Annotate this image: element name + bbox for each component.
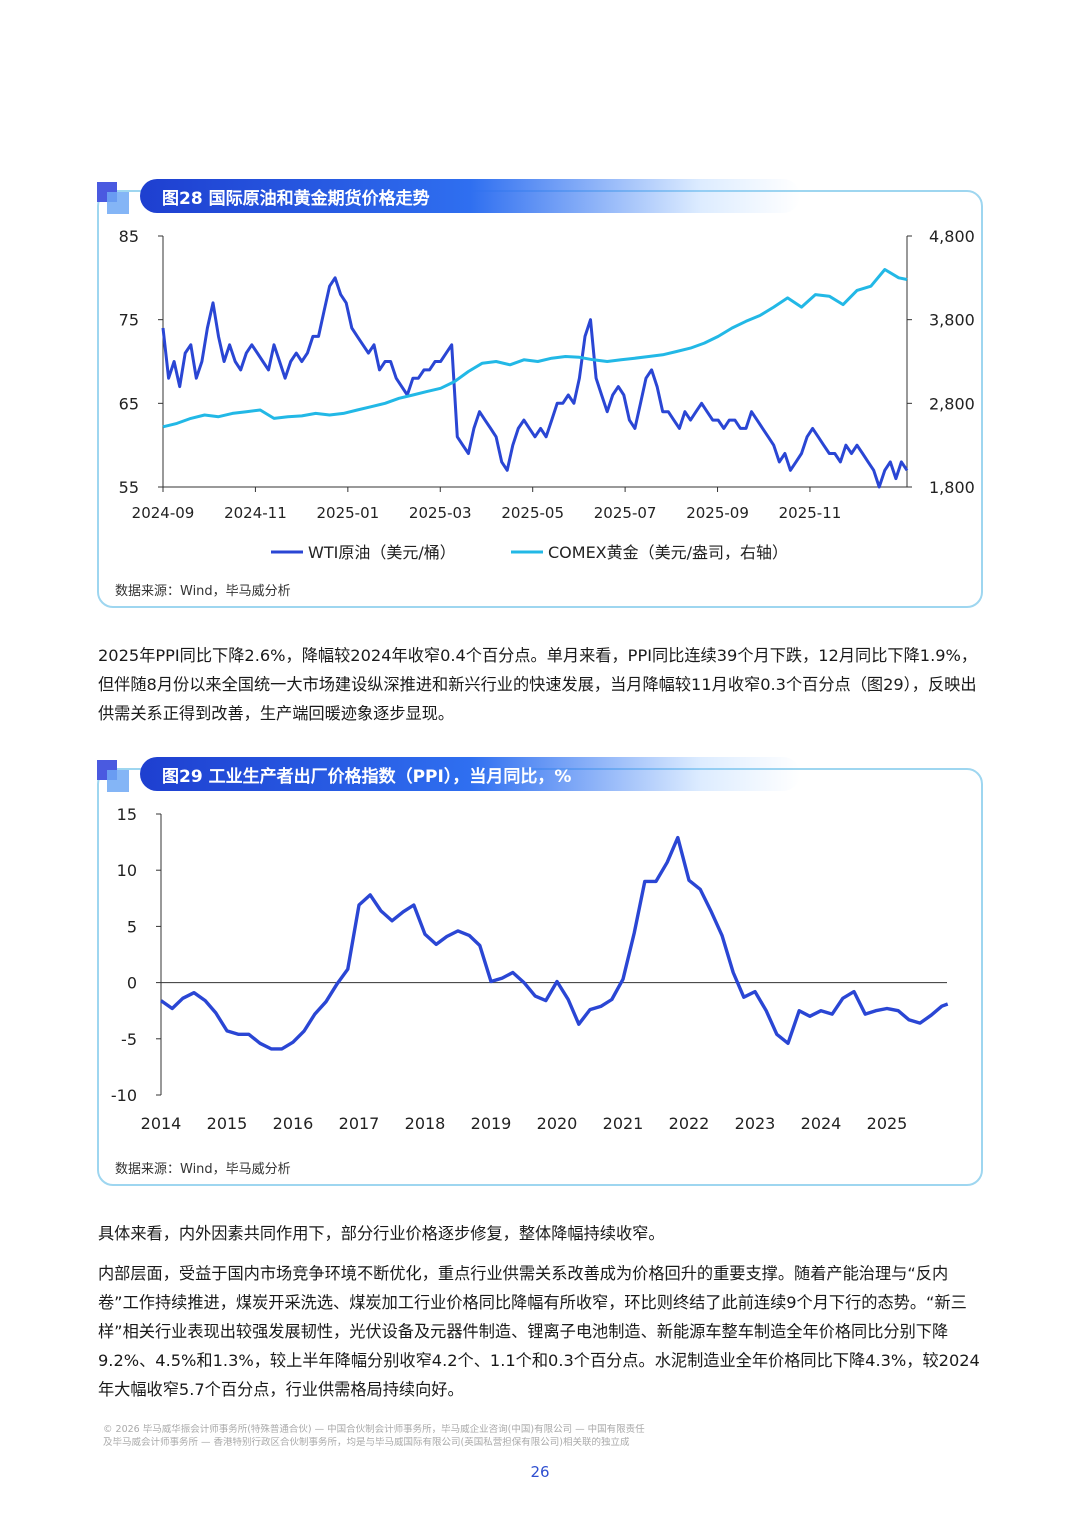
x-tick-label: 2025-05 bbox=[501, 504, 564, 522]
left-tick-label: 55 bbox=[119, 478, 139, 497]
x-tick-label: 2025-11 bbox=[779, 504, 842, 522]
left-tick-label: 65 bbox=[119, 394, 139, 413]
figure-28-decor-icon bbox=[97, 182, 129, 214]
left-tick-label: 75 bbox=[119, 311, 139, 330]
x-tick-label: 2019 bbox=[471, 1114, 512, 1133]
footer-disclaimer-line-2: 及毕马威会计师事务所 — 香港特别行政区合伙制事务所，均是与毕马威国际有限公司(… bbox=[103, 1437, 630, 1448]
ppi-line bbox=[160, 835, 949, 1051]
figure-28-box: 85 75 65 55 4,800 3,800 2,800 1,800 2024-09 2024-… bbox=[97, 190, 983, 608]
left-tick-label: 85 bbox=[119, 227, 139, 246]
x-tick-label: 2017 bbox=[339, 1114, 380, 1133]
paragraph-overview: 具体来看，内外因素共同作用下，部分行业价格逐步修复，整体降幅持续收窄。 bbox=[98, 1224, 665, 1243]
figure-29-title: 图29 工业生产者出厂价格指数（PPI），当月同比，% bbox=[140, 757, 800, 791]
footer-disclaimer-line-1: © 2026 毕马威华振会计师事务所(特殊普通合伙) — 中国合伙制会计师事务所… bbox=[103, 1424, 645, 1435]
paragraph-internal-factors: 内部层面，受益于国内市场竞争环境不断优化，重点行业供需关系改善成为价格回升的重要… bbox=[98, 1264, 980, 1399]
y-tick-label: 5 bbox=[127, 917, 137, 936]
x-tick-label: 2021 bbox=[603, 1114, 644, 1133]
y-tick-label: -5 bbox=[121, 1030, 137, 1049]
y-tick-label: -10 bbox=[111, 1086, 137, 1105]
figure-29-decor-icon bbox=[97, 760, 129, 792]
page-number: 26 bbox=[530, 1463, 550, 1481]
x-tick-label: 2014 bbox=[141, 1114, 182, 1133]
right-tick-label: 2,800 bbox=[929, 394, 975, 413]
x-tick-label: 2024 bbox=[801, 1114, 842, 1133]
x-tick-label: 2015 bbox=[207, 1114, 248, 1133]
y-tick-label: 15 bbox=[117, 805, 137, 824]
y-tick-label: 10 bbox=[117, 861, 137, 880]
x-tick-label: 2022 bbox=[669, 1114, 710, 1133]
x-tick-label: 2016 bbox=[273, 1114, 314, 1133]
x-tick-label: 2025 bbox=[867, 1114, 908, 1133]
figure-28-source: 数据来源：Wind，毕马威分析 bbox=[115, 584, 291, 599]
x-tick-label: 2025-09 bbox=[686, 504, 749, 522]
wti-oil-line bbox=[161, 276, 909, 489]
figure-29-box: 15 10 5 0 -5 -10 2014 2015 2016 2017 2018 2019 2020 2… bbox=[97, 768, 983, 1186]
x-tick-label: 2025-07 bbox=[594, 504, 657, 522]
x-tick-label: 2020 bbox=[537, 1114, 578, 1133]
right-tick-label: 4,800 bbox=[929, 227, 975, 246]
comex-gold-line bbox=[162, 268, 908, 429]
figure-28-title: 图28 国际原油和黄金期货价格走势 bbox=[140, 179, 800, 213]
right-tick-label: 3,800 bbox=[929, 311, 975, 330]
x-tick-label: 2024-11 bbox=[224, 504, 287, 522]
x-tick-label: 2025-03 bbox=[409, 504, 472, 522]
figure-29-source: 数据来源：Wind，毕马威分析 bbox=[115, 1162, 291, 1177]
figure-28-chart: 85 75 65 55 4,800 3,800 2,800 1,800 2024-09 2024-… bbox=[119, 227, 975, 562]
paragraph-ppi-summary: 2025年PPI同比下降2.6%，降幅较2024年收窄0.4个百分点。单月来看，… bbox=[98, 646, 978, 723]
legend-wti-label: WTI原油（美元/桶） bbox=[308, 543, 456, 562]
legend-gold-label: COMEX黄金（美元/盎司，右轴） bbox=[548, 543, 788, 562]
x-tick-label: 2024-09 bbox=[132, 504, 195, 522]
x-tick-label: 2025-01 bbox=[317, 504, 380, 522]
right-tick-label: 1,800 bbox=[929, 478, 975, 497]
x-tick-label: 2023 bbox=[735, 1114, 776, 1133]
x-tick-label: 2018 bbox=[405, 1114, 446, 1133]
y-tick-label: 0 bbox=[127, 974, 137, 993]
